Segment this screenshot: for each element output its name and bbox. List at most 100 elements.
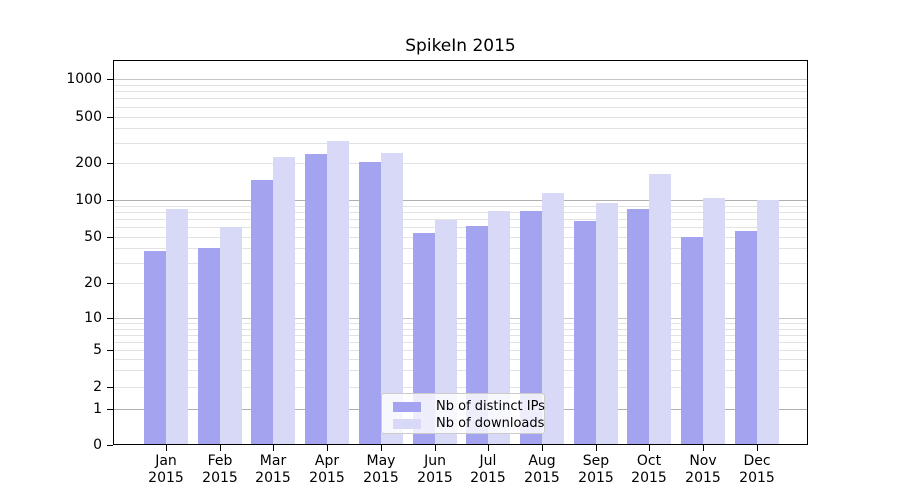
legend-label-distinct-ips: Nb of distinct IPs bbox=[436, 398, 545, 414]
gridline-y-6 bbox=[114, 342, 807, 343]
bar-ips-sep bbox=[574, 221, 596, 445]
gridline-y-8 bbox=[114, 329, 807, 330]
x-tick-jan bbox=[166, 445, 167, 451]
gridline-y-9 bbox=[114, 323, 807, 324]
x-tick-label-may: May 2015 bbox=[363, 453, 399, 486]
x-tick-feb bbox=[220, 445, 221, 451]
x-tick-oct bbox=[649, 445, 650, 451]
gridline-y-900 bbox=[114, 85, 807, 86]
bar-downloads-apr bbox=[327, 141, 349, 445]
gridline-y-800 bbox=[114, 91, 807, 92]
gridline-y-400 bbox=[114, 128, 807, 129]
gridline-y-5 bbox=[114, 350, 807, 351]
x-tick-label-feb: Feb 2015 bbox=[202, 453, 238, 486]
bar-downloads-jan bbox=[166, 209, 188, 445]
y-tick-10 bbox=[107, 318, 113, 319]
gridline-y-100 bbox=[114, 200, 807, 201]
legend-swatch-distinct-ips bbox=[393, 401, 421, 412]
bar-ips-jan bbox=[144, 251, 166, 445]
bar-ips-may bbox=[359, 162, 381, 445]
bar-downloads-sep bbox=[596, 203, 618, 445]
y-tick-5 bbox=[107, 350, 113, 351]
x-tick-may bbox=[381, 445, 382, 451]
gridline-y-200 bbox=[114, 163, 807, 164]
gridline-y-1000 bbox=[114, 79, 807, 80]
x-tick-label-jul: Jul 2015 bbox=[470, 453, 506, 486]
y-tick-20 bbox=[107, 283, 113, 284]
x-tick-label-jan: Jan 2015 bbox=[148, 453, 184, 486]
gridline-y-20 bbox=[114, 283, 807, 284]
x-tick-nov bbox=[703, 445, 704, 451]
gridline-y-2 bbox=[114, 387, 807, 388]
x-tick-label-apr: Apr 2015 bbox=[309, 453, 345, 486]
y-tick-200 bbox=[107, 163, 113, 164]
bar-downloads-oct bbox=[649, 174, 671, 445]
y-tick-label-5: 5 bbox=[93, 342, 102, 358]
y-tick-label-500: 500 bbox=[75, 109, 102, 125]
legend-label-downloads: Nb of downloads bbox=[436, 415, 545, 431]
gridline-y-7 bbox=[114, 335, 807, 336]
x-tick-label-mar: Mar 2015 bbox=[255, 453, 291, 486]
gridline-y-500 bbox=[114, 117, 807, 118]
legend-swatch-downloads bbox=[393, 418, 421, 429]
bar-ips-feb bbox=[198, 248, 220, 445]
y-tick-label-200: 200 bbox=[75, 155, 102, 171]
gridline-y-60 bbox=[114, 227, 807, 228]
x-tick-sep bbox=[596, 445, 597, 451]
y-tick-50 bbox=[107, 237, 113, 238]
bar-downloads-nov bbox=[703, 198, 725, 445]
gridline-y-50 bbox=[114, 237, 807, 238]
gridline-y-10 bbox=[114, 318, 807, 319]
x-tick-mar bbox=[273, 445, 274, 451]
bar-ips-nov bbox=[681, 237, 703, 445]
x-tick-aug bbox=[542, 445, 543, 451]
y-tick-label-20: 20 bbox=[84, 275, 102, 291]
bar-ips-apr bbox=[305, 154, 327, 445]
x-tick-label-dec: Dec 2015 bbox=[739, 453, 775, 486]
bar-downloads-dec bbox=[757, 200, 779, 445]
gridline-y-3 bbox=[114, 370, 807, 371]
chart-title: SpikeIn 2015 bbox=[405, 36, 516, 56]
gridline-y-30 bbox=[114, 263, 807, 264]
bar-ips-mar bbox=[251, 180, 273, 445]
x-tick-dec bbox=[757, 445, 758, 451]
y-tick-label-2: 2 bbox=[93, 379, 102, 395]
x-tick-label-aug: Aug 2015 bbox=[524, 453, 560, 486]
bar-ips-dec bbox=[735, 231, 757, 445]
y-tick-label-100: 100 bbox=[75, 192, 102, 208]
legend-item-distinct-ips: Nb of distinct IPs bbox=[393, 398, 545, 415]
legend: Nb of distinct IPs Nb of downloads bbox=[381, 393, 545, 434]
bar-ips-jun bbox=[413, 233, 435, 445]
gridline-y-300 bbox=[114, 143, 807, 144]
bar-downloads-feb bbox=[220, 227, 242, 445]
gridline-y-600 bbox=[114, 107, 807, 108]
bar-downloads-aug bbox=[542, 193, 564, 445]
x-tick-apr bbox=[327, 445, 328, 451]
y-tick-100 bbox=[107, 200, 113, 201]
x-tick-label-nov: Nov 2015 bbox=[685, 453, 721, 486]
y-tick-1000 bbox=[107, 79, 113, 80]
bar-ips-oct bbox=[627, 209, 649, 445]
y-tick-label-0: 0 bbox=[93, 437, 102, 453]
bar-downloads-may bbox=[381, 153, 403, 445]
y-tick-0 bbox=[107, 445, 113, 446]
y-tick-label-1: 1 bbox=[93, 401, 102, 417]
gridline-y-40 bbox=[114, 248, 807, 249]
bar-downloads-jun bbox=[435, 220, 457, 445]
bar-downloads-jul bbox=[488, 211, 510, 445]
bar-downloads-mar bbox=[273, 157, 295, 445]
legend-item-downloads: Nb of downloads bbox=[393, 415, 544, 432]
y-tick-label-50: 50 bbox=[84, 229, 102, 245]
gridline-y-80 bbox=[114, 212, 807, 213]
gridline-y-90 bbox=[114, 206, 807, 207]
y-tick-1 bbox=[107, 409, 113, 410]
x-tick-label-jun: Jun 2015 bbox=[417, 453, 453, 486]
y-tick-label-1000: 1000 bbox=[66, 71, 102, 87]
x-tick-jul bbox=[488, 445, 489, 451]
gridline-y-700 bbox=[114, 98, 807, 99]
y-tick-2 bbox=[107, 387, 113, 388]
bar-ips-aug bbox=[520, 211, 542, 445]
y-tick-label-10: 10 bbox=[84, 310, 102, 326]
y-tick-500 bbox=[107, 117, 113, 118]
